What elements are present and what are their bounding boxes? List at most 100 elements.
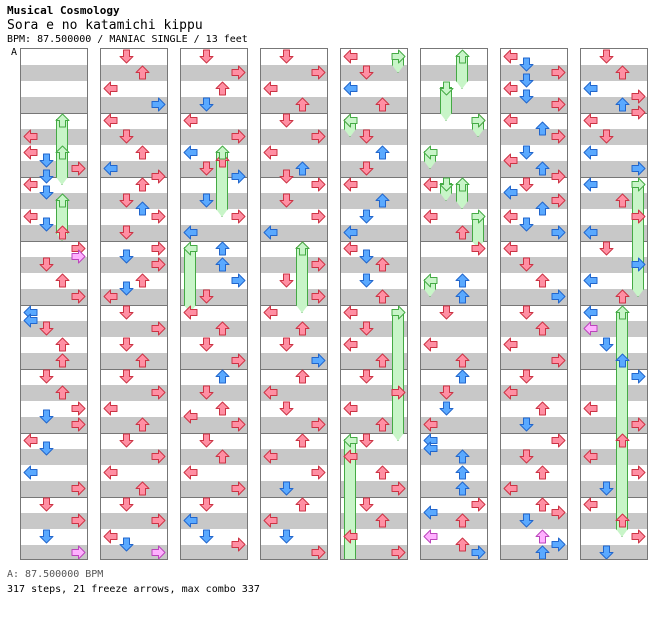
measure-line (261, 177, 327, 178)
arrow-down-icon (519, 449, 534, 464)
arrow-down-icon (119, 337, 134, 352)
arrow-left-icon (183, 225, 198, 240)
arrow-down-icon (279, 193, 294, 208)
arrow-down-icon (39, 409, 54, 424)
arrow-right-icon (311, 129, 326, 144)
arrow-left-icon (503, 113, 518, 128)
beat-stripe (501, 161, 567, 177)
arrow-right-icon (551, 129, 566, 144)
arrow-down-icon (279, 529, 294, 544)
beat-stripe (341, 545, 407, 559)
arrow-left-icon (183, 305, 198, 320)
beat-stripe (421, 481, 487, 497)
arrow-left-icon (263, 305, 278, 320)
chart-summary: 317 steps, 21 freeze arrows, max combo 3… (7, 584, 260, 595)
arrow-down-icon (199, 529, 214, 544)
arrow-right-icon (231, 169, 246, 184)
measure-line (181, 433, 247, 434)
beat-stripe (261, 225, 327, 241)
arrow-down-icon (39, 257, 54, 272)
beat-stripe (101, 481, 167, 497)
arrow-left-icon (183, 113, 198, 128)
beat-stripe (261, 193, 327, 209)
arrow-left-icon (343, 529, 358, 544)
beat-stripe (581, 417, 647, 433)
beat-stripe (261, 321, 327, 337)
arrow-up-icon (135, 145, 150, 160)
arrow-down-icon (119, 497, 134, 512)
bpm-note: A: 87.500000 BPM (7, 569, 104, 580)
measure-line (261, 113, 327, 114)
measure-line (581, 113, 647, 114)
beat-stripe (21, 65, 87, 81)
arrow-left-icon (263, 449, 278, 464)
beat-stripe (261, 289, 327, 305)
arrow-up-icon (535, 529, 550, 544)
arrow-down-icon (599, 49, 614, 64)
beat-stripe (421, 449, 487, 465)
arrow-down-icon (599, 337, 614, 352)
chart-column (100, 48, 168, 560)
arrow-down-icon (119, 193, 134, 208)
arrow-down-icon (519, 513, 534, 528)
arrow-right-icon (71, 513, 86, 528)
beat-stripe (501, 385, 567, 401)
beat-stripe (581, 385, 647, 401)
arrow-up-icon (615, 353, 630, 368)
arrow-right-icon (551, 97, 566, 112)
beat-stripe (181, 545, 247, 559)
beat-stripe (21, 193, 87, 209)
arrow-down-icon (439, 305, 454, 320)
beat-stripe (341, 513, 407, 529)
measure-line (101, 497, 167, 498)
arrow-left-icon (583, 177, 598, 192)
arrow-down-icon (359, 433, 374, 448)
arrow-up-icon (135, 201, 150, 216)
arrow-up-icon (215, 145, 230, 160)
chart-column (260, 48, 328, 560)
measure-line (581, 305, 647, 306)
song-title: Sora e no katamichi kippu (7, 18, 203, 33)
measure-line (501, 241, 567, 242)
arrow-up-icon (455, 369, 470, 384)
arrow-left-icon (183, 409, 198, 424)
arrow-down-icon (199, 193, 214, 208)
measure-line (421, 497, 487, 498)
arrow-up-icon (215, 321, 230, 336)
arrow-right-icon (311, 257, 326, 272)
arrow-down-icon (279, 49, 294, 64)
measure-line (341, 113, 407, 114)
arrow-right-icon (71, 249, 86, 264)
arrow-down-icon (279, 401, 294, 416)
arrow-left-icon (23, 145, 38, 160)
arrow-left-icon (343, 81, 358, 96)
beat-stripe (101, 225, 167, 241)
arrow-down-icon (119, 225, 134, 240)
arrow-down-icon (39, 321, 54, 336)
arrow-up-icon (535, 273, 550, 288)
arrow-left-icon (583, 305, 598, 320)
arrow-left-icon (103, 81, 118, 96)
arrow-up-icon (55, 193, 70, 208)
arrow-up-icon (615, 289, 630, 304)
beat-stripe (421, 353, 487, 369)
arrow-down-icon (519, 145, 534, 160)
beat-stripe (261, 417, 327, 433)
beat-stripe (21, 225, 87, 241)
arrow-up-icon (455, 481, 470, 496)
arrow-left-icon (583, 145, 598, 160)
arrow-left-icon (583, 81, 598, 96)
arrow-down-icon (359, 249, 374, 264)
arrow-up-icon (215, 401, 230, 416)
beat-stripe (101, 385, 167, 401)
arrow-up-icon (615, 193, 630, 208)
arrow-right-icon (151, 449, 166, 464)
measure-line (101, 113, 167, 114)
arrow-up-icon (455, 353, 470, 368)
beat-stripe (181, 257, 247, 273)
arrow-left-icon (423, 417, 438, 432)
beat-stripe (181, 449, 247, 465)
beat-stripe (181, 385, 247, 401)
arrow-right-icon (631, 105, 646, 120)
arrow-left-icon (423, 441, 438, 456)
